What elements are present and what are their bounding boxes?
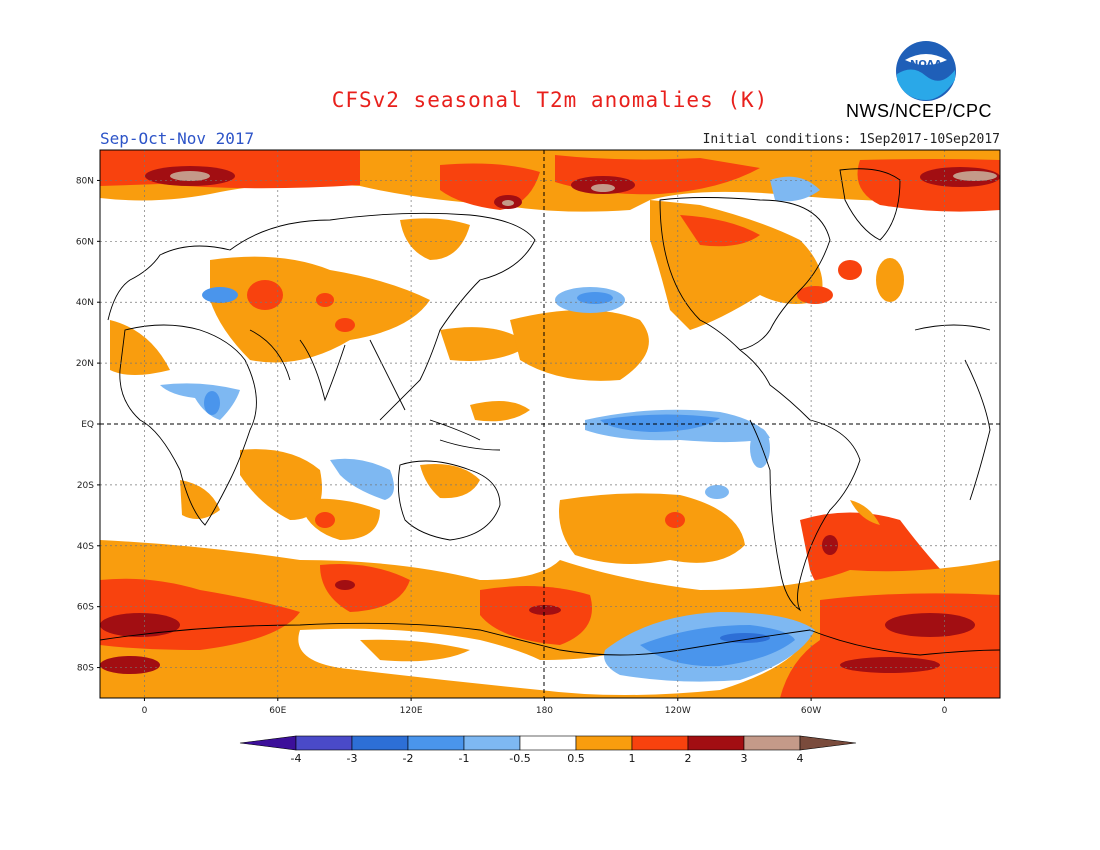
lon-tick-label: 60E <box>269 706 286 716</box>
colorbar-label: 1 <box>629 752 636 765</box>
colorbar-label: 3 <box>741 752 748 765</box>
colorbar-label: 2 <box>685 752 692 765</box>
lat-tick-label: 40S <box>77 542 94 552</box>
colorbar-swatch <box>519 735 577 751</box>
colorbar-label: -3 <box>347 752 358 765</box>
lat-tick-label: 80S <box>77 664 94 674</box>
latitude-labels: 80N 60N 40N 20N EQ 20S 40S 60S 80S <box>76 176 100 674</box>
lon-tick-label: 60W <box>801 706 821 716</box>
map-title: CFSv2 seasonal T2m anomalies (K) <box>331 88 769 112</box>
arctic-strong-warm <box>100 150 360 189</box>
lon-tick-label: 0 <box>142 706 148 716</box>
south-pacific-warm <box>559 493 745 564</box>
lon-tick-label: 120E <box>400 706 423 716</box>
lat-tick-label: 20N <box>76 359 94 369</box>
initial-conditions-label: Initial conditions: 1Sep2017-10Sep2017 <box>702 132 1000 147</box>
longitude-labels: 0 60E 120E 180 120W 60W 0 <box>142 698 948 716</box>
colorbar-swatch <box>463 735 521 751</box>
colorbar-label: -4 <box>291 752 302 765</box>
lon-tick-label: 0 <box>942 706 948 716</box>
colorbar-swatch <box>743 735 801 751</box>
lat-tick-label: EQ <box>81 420 94 430</box>
colorbar-label: -1 <box>459 752 470 765</box>
colorbar-label: -0.5 <box>509 752 530 765</box>
colorbar-label: 0.5 <box>567 752 585 765</box>
graticule <box>100 150 1000 698</box>
agency-label: NWS/NCEP/CPC <box>846 101 993 121</box>
lat-tick-label: 80N <box>76 176 94 186</box>
season-label: Sep-Oct-Nov 2017 <box>100 129 255 148</box>
colorbar-label: 4 <box>797 752 804 765</box>
colorbar-swatch <box>407 735 465 751</box>
lat-tick-label: 60S <box>77 603 94 613</box>
lat-tick-label: 40N <box>76 298 94 308</box>
colorbar-swatch <box>295 735 353 751</box>
colorbar-swatch <box>631 735 689 751</box>
colorbar-label: -2 <box>403 752 414 765</box>
noaa-logo-icon: NOAA <box>896 41 956 101</box>
coastlines <box>100 168 1000 656</box>
lat-tick-label: 60N <box>76 237 94 247</box>
colorbar-swatch <box>351 735 409 751</box>
lon-tick-label: 180 <box>536 706 553 716</box>
lat-tick-label: 20S <box>77 481 94 491</box>
colorbar-min-arrow <box>239 735 297 751</box>
colorbar-max-arrow <box>799 735 857 751</box>
colorbar-swatch <box>687 735 745 751</box>
svg-text:NOAA: NOAA <box>910 59 942 70</box>
lon-tick-label: 120W <box>665 706 691 716</box>
colorbar: -4 -3 -2 -1 -0.5 0.5 1 2 3 4 <box>239 735 857 765</box>
africa-cool <box>160 383 240 420</box>
colorbar-swatch <box>575 735 633 751</box>
